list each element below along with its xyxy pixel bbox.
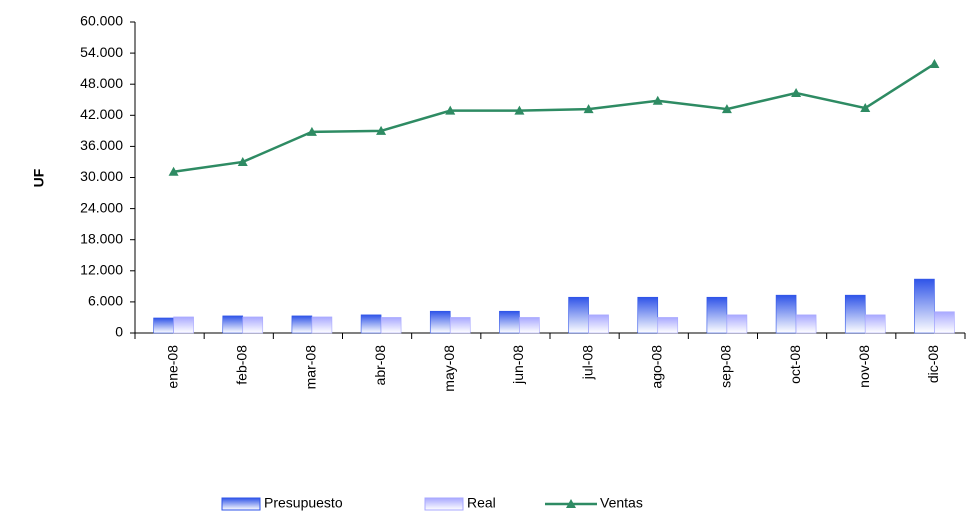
y-tick-label: 60.000 (80, 13, 123, 29)
legend-marker (566, 499, 576, 508)
x-tick-label: sep-08 (718, 345, 734, 388)
line (173, 62, 936, 174)
marker (929, 58, 940, 68)
x-tick-label: dic-08 (925, 345, 941, 383)
legend-label: Real (467, 495, 496, 511)
bar (242, 316, 264, 334)
marker (237, 156, 248, 166)
bar (588, 314, 609, 334)
y-tick-label: 48.000 (80, 75, 123, 91)
bar (864, 314, 886, 334)
x-tick-label: jun-08 (510, 345, 526, 385)
bar (568, 296, 589, 334)
bar (360, 314, 382, 334)
x-tick-label: ene-08 (164, 345, 180, 389)
x-tick-label: ago-08 (648, 345, 664, 389)
bar (934, 311, 955, 334)
marker (791, 88, 802, 98)
y-tick-label: 42.000 (80, 106, 123, 122)
marker (445, 105, 456, 115)
marker (721, 104, 732, 114)
marker (514, 105, 525, 115)
x-tick-label: mar-08 (303, 345, 319, 390)
y-tick-label: 36.000 (80, 137, 123, 153)
x-tick-label: abr-08 (372, 345, 388, 386)
bar (637, 296, 659, 334)
marker (583, 104, 594, 114)
bar (153, 317, 174, 334)
y-tick-label: 30.000 (80, 168, 123, 184)
bar (914, 278, 935, 334)
y-tick-label: 18.000 (80, 230, 123, 246)
marker (860, 103, 871, 113)
legend-label: Ventas (600, 495, 643, 511)
marker (168, 166, 179, 176)
y-tick-label: 12.000 (80, 262, 123, 278)
legend-swatch (424, 497, 464, 511)
bar (706, 296, 728, 334)
x-tick-label: may-08 (441, 345, 457, 392)
legend-swatch (221, 497, 261, 511)
bar (173, 316, 194, 334)
marker (652, 95, 663, 105)
y-tick-label: 6.000 (88, 293, 123, 309)
y-tick-label: 0 (115, 324, 123, 340)
marker (306, 126, 317, 136)
bar (519, 317, 540, 334)
y-tick-label: 24.000 (80, 199, 123, 215)
bar (449, 317, 471, 334)
bar (775, 294, 797, 334)
bar (657, 317, 679, 334)
bar (499, 310, 520, 334)
marker (376, 125, 387, 135)
bar (795, 314, 817, 334)
legend-label: Presupuesto (264, 495, 343, 511)
bar (844, 294, 866, 334)
y-axis-label: UF (31, 168, 47, 187)
bar (311, 316, 333, 334)
x-tick-label: jul-08 (579, 345, 595, 380)
bar (726, 314, 748, 334)
x-tick-label: feb-08 (233, 345, 249, 385)
bar (222, 315, 244, 334)
bar (429, 310, 451, 334)
x-tick-label: nov-08 (856, 345, 872, 388)
y-tick-label: 54.000 (80, 44, 123, 60)
bar (380, 317, 402, 334)
bar (291, 315, 313, 334)
x-tick-label: oct-08 (787, 345, 803, 384)
